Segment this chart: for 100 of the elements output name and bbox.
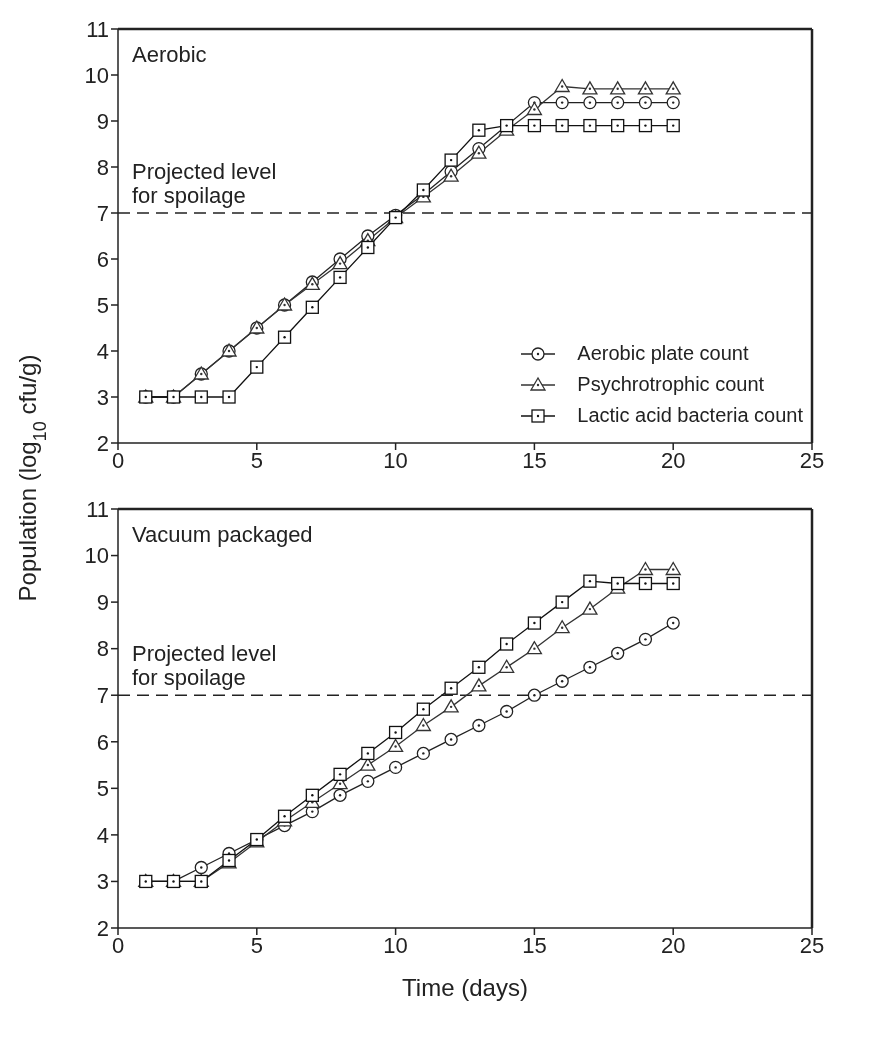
x-tick-label: 0 — [111, 932, 125, 958]
point — [527, 688, 542, 702]
point — [388, 760, 403, 775]
y-tick-label: 8 — [96, 636, 109, 662]
point — [665, 561, 681, 576]
point — [444, 732, 458, 747]
legend-label: Aerobic plate count — [577, 342, 749, 365]
point — [555, 95, 569, 110]
y-tick-label: 8 — [96, 154, 109, 180]
x-tick-label: 25 — [799, 932, 825, 958]
y-tick-label: 9 — [96, 589, 109, 615]
point — [666, 95, 680, 110]
point — [305, 788, 319, 802]
point — [554, 620, 570, 634]
point — [472, 660, 486, 674]
point — [277, 809, 292, 823]
point — [637, 81, 654, 95]
ref-line-label: Projected level for spoilage — [132, 159, 277, 208]
text: Aerobic — [132, 42, 207, 68]
y-tick-label: 6 — [96, 729, 109, 755]
point — [666, 576, 680, 591]
point — [583, 95, 597, 110]
point — [361, 240, 375, 255]
point — [415, 717, 432, 732]
point — [305, 300, 319, 314]
point — [611, 646, 625, 660]
y-tick-label: 10 — [84, 543, 109, 569]
point — [333, 788, 347, 802]
point — [666, 118, 680, 133]
y-tick-label: 6 — [96, 246, 109, 272]
point — [666, 616, 680, 630]
point — [555, 674, 569, 688]
point — [638, 632, 653, 647]
y-tick-label: 3 — [96, 869, 109, 895]
point — [443, 168, 459, 182]
point — [582, 601, 598, 615]
point — [526, 101, 543, 116]
point — [583, 574, 597, 588]
point — [498, 659, 515, 673]
y-tick-label: 2 — [96, 430, 109, 456]
point — [638, 118, 653, 133]
x-tick-label: 20 — [660, 932, 686, 958]
text: Vacuum packaged — [132, 522, 313, 548]
point — [472, 718, 486, 733]
point — [582, 81, 598, 95]
point — [526, 641, 543, 655]
point — [610, 81, 626, 95]
point — [222, 390, 236, 404]
point — [555, 118, 569, 133]
x-tick-label: 5 — [250, 932, 263, 958]
x-tick-label: 20 — [660, 447, 686, 473]
point — [388, 725, 403, 740]
point — [611, 118, 625, 133]
point — [527, 118, 542, 133]
point — [583, 118, 597, 133]
point — [416, 702, 431, 716]
y-tick-label: 7 — [96, 683, 109, 709]
point — [444, 681, 458, 695]
point — [637, 561, 654, 576]
point — [333, 270, 347, 285]
point — [194, 390, 208, 404]
x-tick-label: 10 — [383, 447, 408, 473]
point — [332, 255, 348, 270]
x-tick-label: 0 — [111, 447, 125, 473]
point — [471, 145, 487, 159]
point — [471, 678, 487, 692]
x-tick-label: 5 — [250, 447, 263, 473]
point — [527, 616, 542, 630]
point — [387, 738, 404, 753]
y-tick-label: 10 — [84, 62, 109, 88]
point — [472, 123, 486, 137]
legend-label: Lactic acid bacteria count — [577, 404, 803, 427]
point — [277, 330, 292, 344]
legend-label: Psychrotrophic count — [577, 373, 765, 396]
x-tick-label: 15 — [522, 932, 547, 958]
point — [416, 746, 431, 761]
point — [499, 704, 514, 719]
point — [333, 767, 347, 782]
x-tick-label: 15 — [522, 447, 547, 473]
y-tick-label: 5 — [96, 292, 109, 318]
x-tick-label: 10 — [383, 932, 408, 958]
x-tick-label: 25 — [799, 447, 825, 473]
point — [416, 183, 431, 197]
y-tick-label: 2 — [96, 915, 109, 941]
point — [361, 746, 375, 761]
point — [555, 595, 569, 609]
y-tick-label: 11 — [86, 496, 109, 522]
point — [194, 860, 208, 875]
y-tick-label: 4 — [96, 338, 109, 364]
y-tick-label: 7 — [96, 200, 109, 226]
point — [361, 774, 375, 788]
point — [499, 637, 514, 651]
point — [665, 81, 681, 95]
y-tick-label: 4 — [96, 822, 109, 848]
point — [444, 153, 458, 167]
point — [443, 699, 459, 713]
y-tick-label: 9 — [96, 108, 109, 134]
y-tick-label: 5 — [96, 776, 109, 802]
point — [611, 95, 625, 110]
point — [638, 95, 653, 110]
